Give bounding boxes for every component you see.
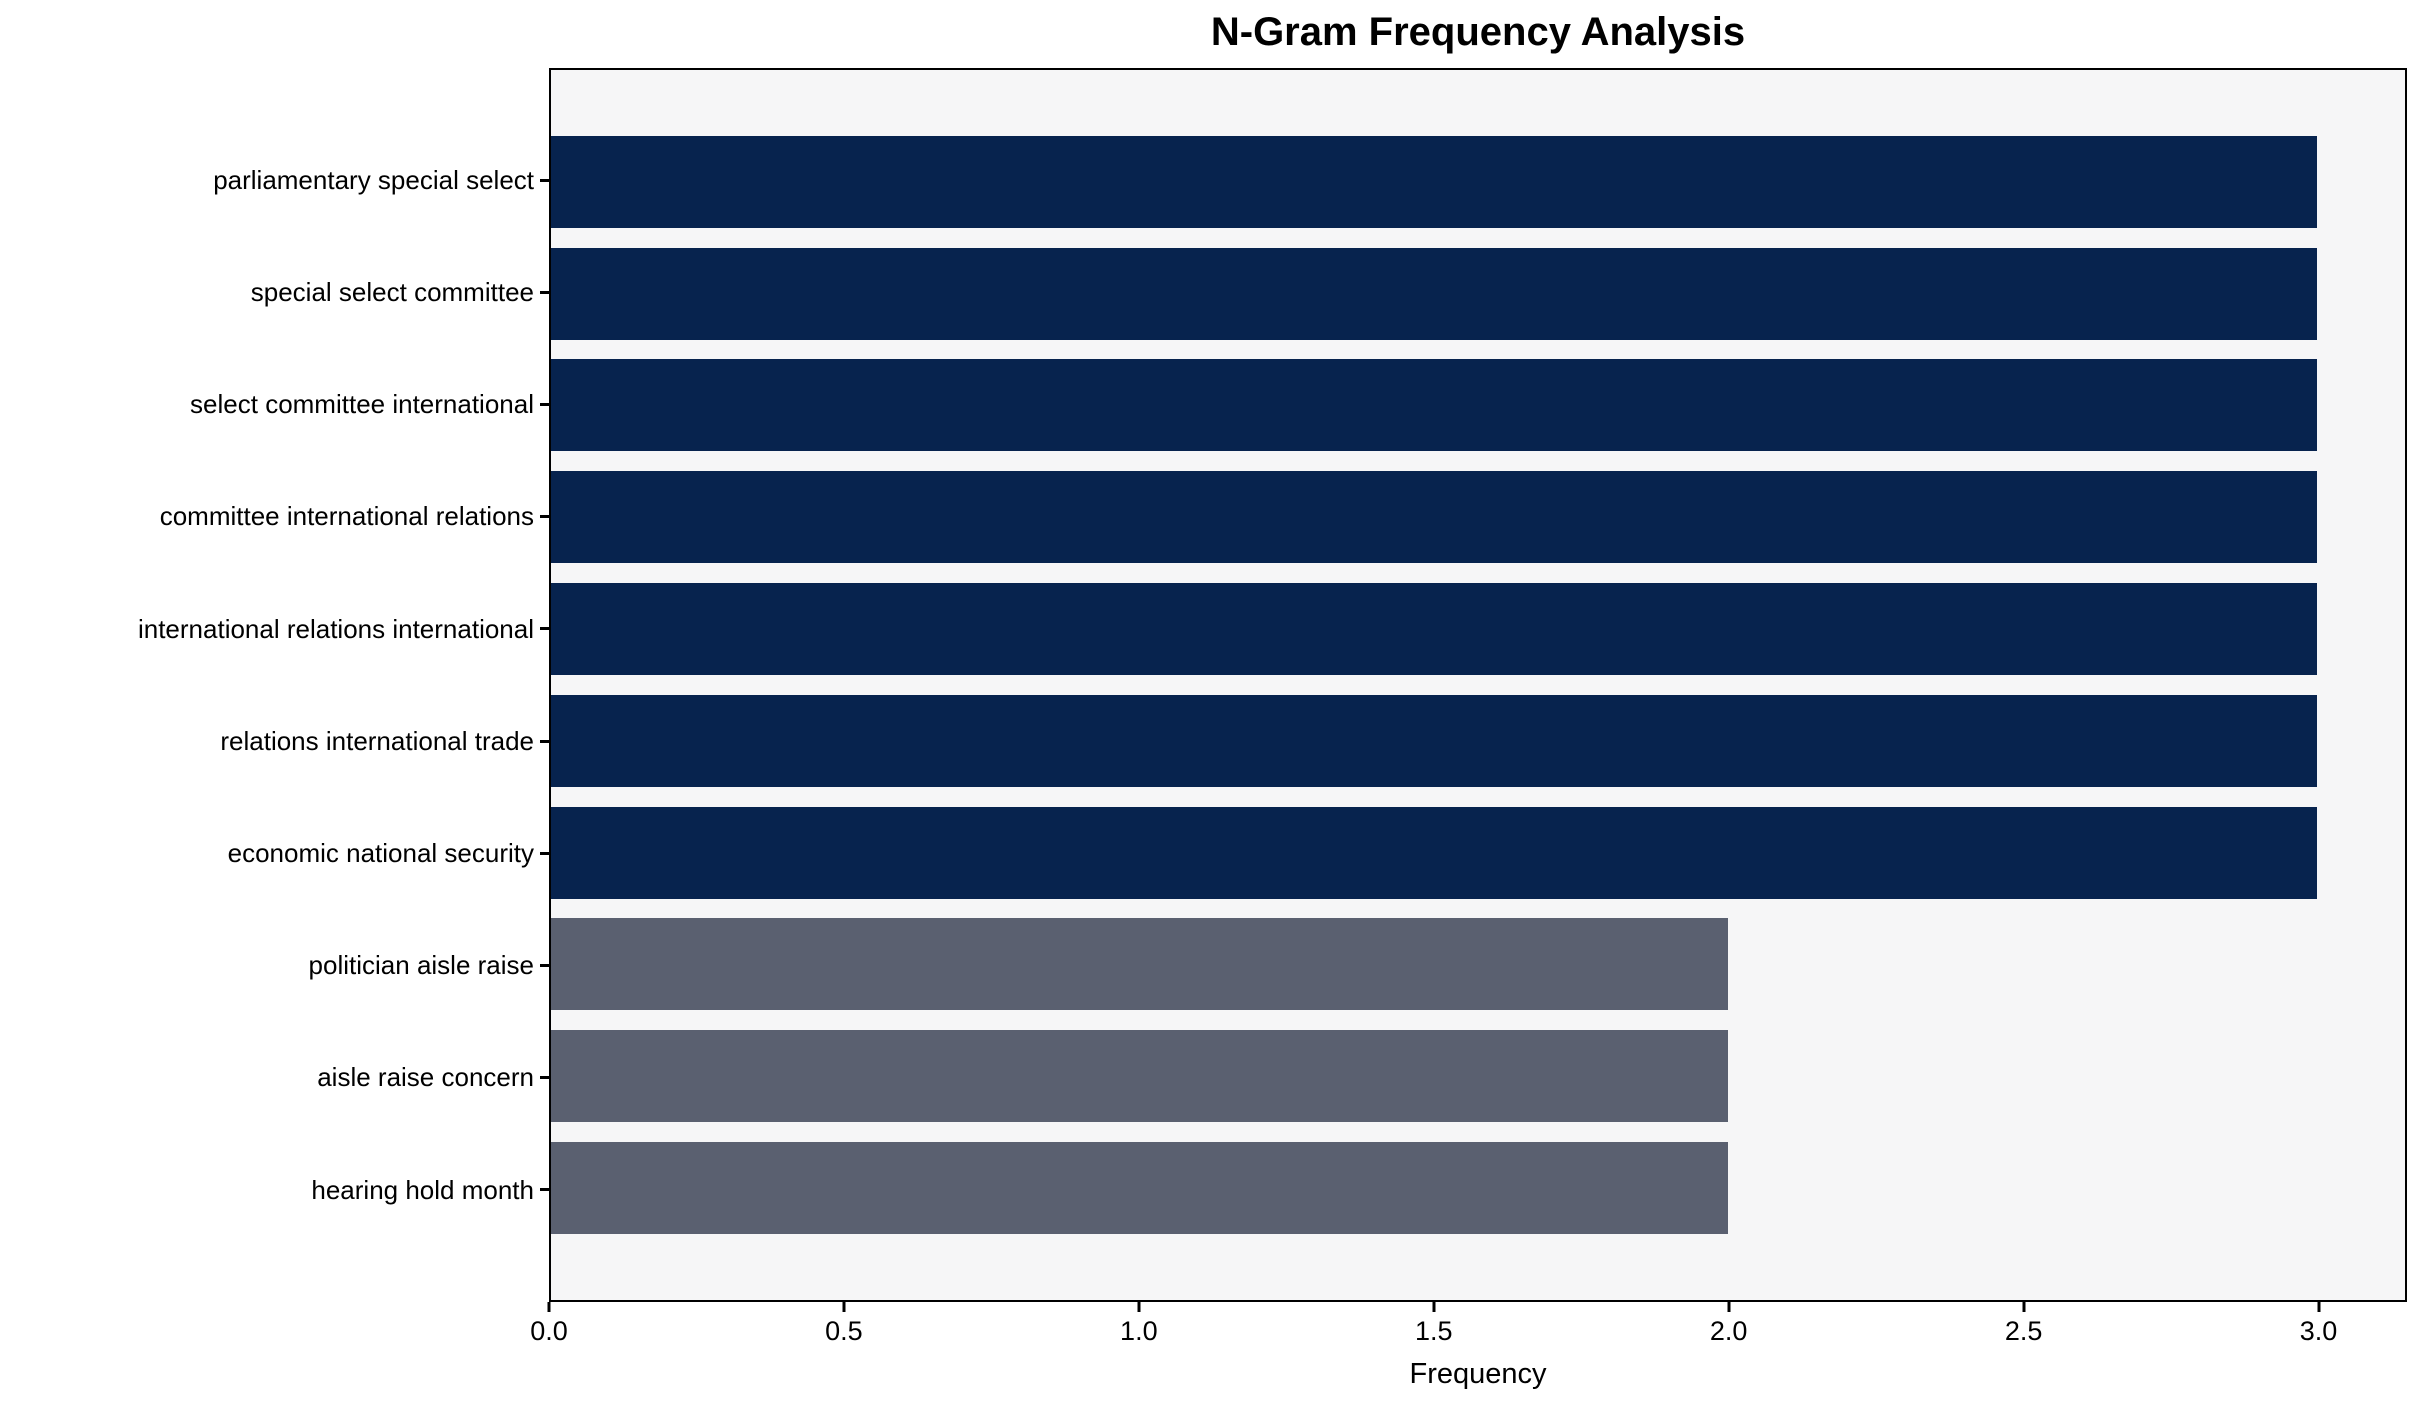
bar-aisle-raise-concern [551, 1030, 1729, 1123]
x-axis: 0.0 0.5 1.0 1.5 2.0 2.5 3.0 [530, 1302, 2407, 1362]
plot-area [549, 68, 2407, 1302]
x-axis-tick-label: 3.0 [2299, 1316, 2338, 1346]
y-axis-tick-label: hearing hold month [311, 1174, 534, 1205]
y-axis-tick-label: select committee international [190, 389, 534, 420]
y-axis-label-row: select committee international [0, 348, 549, 460]
x-axis-tick-mark [547, 1302, 551, 1312]
x-axis-tick-label: 1.5 [1414, 1316, 1453, 1346]
x-axis-tick-mark [2317, 1302, 2321, 1312]
bar-row [551, 909, 2405, 1021]
bar-special-select-committee [551, 247, 2317, 340]
bar-row [551, 797, 2405, 909]
y-axis-tick-mark [540, 403, 549, 406]
y-axis-tick-label: special select committee [250, 277, 534, 307]
y-axis-tick-label: economic national security [227, 838, 534, 869]
bar-committee-international-relations [551, 471, 2317, 564]
y-axis-labels: parliamentary special select special sele… [0, 68, 549, 1302]
y-axis-tick-label: committee international relations [159, 501, 534, 532]
bar-politician-aisle-raise [551, 918, 1729, 1011]
bar-select-committee-international [551, 359, 2317, 452]
y-axis-label-row: committee international relations [0, 461, 549, 573]
x-axis-title: Frequency [1409, 1358, 1547, 1390]
bar-hearing-hold-month [551, 1142, 1729, 1235]
bar-row [551, 573, 2405, 685]
y-axis-tick-label: relations international trade [220, 725, 534, 756]
bar-relations-international-trade [551, 694, 2317, 787]
y-axis-label-row: politician aisle raise [0, 909, 549, 1021]
y-axis-label-row: relations international trade [0, 685, 549, 797]
bar-parliamentary-special-select [551, 135, 2317, 228]
y-axis-tick-label: politician aisle raise [308, 950, 534, 981]
y-axis-tick-mark [540, 627, 549, 631]
x-axis-tick-label: 0.5 [825, 1316, 863, 1346]
x-axis-tick-mark [1137, 1302, 1141, 1312]
y-axis-label-row: aisle raise concern [0, 1022, 549, 1134]
y-axis-tick-mark [540, 1076, 549, 1080]
y-axis-tick-label: parliamentary special select [213, 164, 534, 195]
x-axis-tick-mark [1727, 1302, 1731, 1312]
bar-row [551, 685, 2405, 797]
x-axis-tick-mark [2022, 1302, 2026, 1312]
y-axis-tick-mark [540, 851, 549, 855]
x-axis-tick-mark [842, 1302, 846, 1312]
y-axis-label-row: special select committee [0, 236, 549, 348]
y-axis-label-row: hearing hold month [0, 1134, 549, 1246]
bar-international-relations-international [551, 583, 2317, 676]
x-axis-tick-label: 1.0 [1120, 1316, 1158, 1346]
y-axis-label-row: international relations international [0, 573, 549, 685]
bar-row [551, 1132, 2405, 1244]
x-axis-tick-label: 2.0 [1709, 1316, 1748, 1346]
x-axis-tick-label: 0.0 [530, 1316, 568, 1346]
y-axis-label-row: economic national security [0, 797, 549, 909]
x-axis-tick-label: 2.5 [2004, 1316, 2043, 1346]
bar-row [551, 238, 2405, 350]
y-axis-tick-mark [540, 290, 549, 294]
bar-economic-national-security [551, 806, 2317, 899]
y-axis-tick-label: international relations international [137, 613, 534, 644]
chart-title: N-Gram Frequency Analysis [1210, 10, 1746, 54]
y-axis-tick-mark [540, 739, 549, 743]
bar-row [551, 461, 2405, 573]
bar-row [551, 1020, 2405, 1132]
bar-row [551, 350, 2405, 462]
y-axis-tick-mark [540, 178, 549, 182]
bar-row [551, 126, 2405, 238]
y-axis-tick-mark [540, 964, 549, 968]
x-axis-tick-mark [1432, 1302, 1436, 1312]
y-axis-tick-mark [540, 1188, 549, 1192]
y-axis-label-row: parliamentary special select [0, 124, 549, 236]
bars-container [551, 70, 2405, 1300]
y-axis-tick-label: aisle raise concern [317, 1062, 534, 1093]
y-axis-tick-mark [540, 515, 549, 519]
